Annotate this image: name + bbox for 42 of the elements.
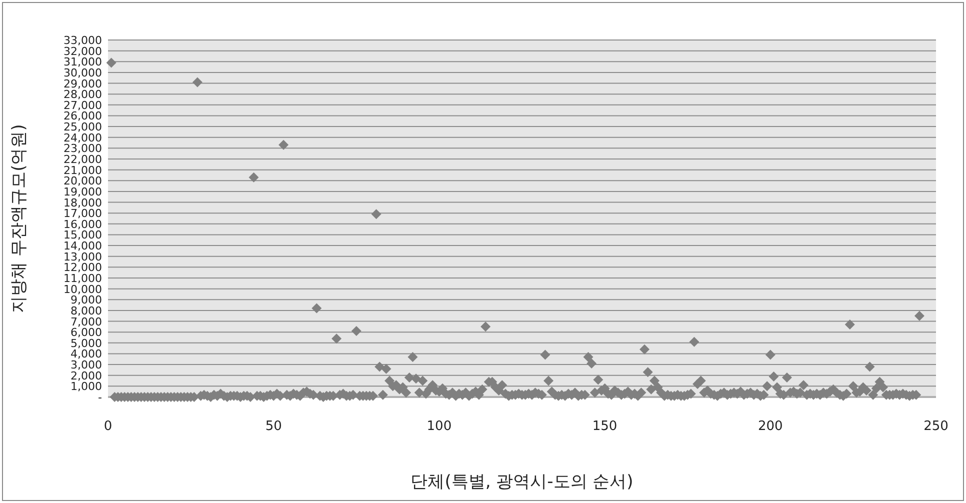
y-tick-label: 16,000 <box>64 218 102 231</box>
x-tick-label: 250 <box>924 419 948 434</box>
y-tick-label: 8,000 <box>70 304 102 318</box>
y-tick-label: 26,000 <box>64 110 102 123</box>
y-tick-label: 19,000 <box>64 185 102 198</box>
y-tick-label: 14,000 <box>64 240 102 253</box>
y-tick-label: 11,000 <box>64 272 102 285</box>
y-tick-label: 2,000 <box>70 369 102 382</box>
y-tick-label: 1,000 <box>70 380 102 394</box>
y-tick-label: 18,000 <box>64 196 102 210</box>
y-tick-label: 31,000 <box>64 56 102 69</box>
y-tick-label: 23,000 <box>64 142 102 156</box>
y-tick-label: 7,000 <box>70 315 102 328</box>
y-tick-label: 12,000 <box>64 261 102 274</box>
x-tick-label: 0 <box>104 419 112 434</box>
y-tick-label: 3,000 <box>70 358 102 372</box>
y-tick-label: 4,000 <box>70 348 102 361</box>
y-axis-title: 지방채 무잔액규모(억원) <box>9 124 29 313</box>
y-tick-label: 21,000 <box>64 164 102 177</box>
x-tick-label: 200 <box>758 419 783 434</box>
y-tick-label: 33,000 <box>64 34 102 47</box>
y-tick-label: - <box>98 391 102 404</box>
y-tick-label: 22,000 <box>64 153 102 166</box>
y-tick-label: 20,000 <box>64 174 102 188</box>
x-tick-label: 50 <box>265 419 282 434</box>
y-tick-label: 5,000 <box>70 336 102 350</box>
y-tick-label: 29,000 <box>64 77 102 90</box>
y-tick-label: 9,000 <box>70 294 102 307</box>
x-tick-label: 100 <box>426 419 452 434</box>
x-tick-label: 150 <box>592 419 618 434</box>
y-tick-label: 15,000 <box>64 228 102 242</box>
y-tick-label: 6,000 <box>70 326 102 340</box>
y-tick-label: 30,000 <box>64 66 102 80</box>
y-tick-label: 27,000 <box>64 98 102 112</box>
y-tick-label: 17,000 <box>64 207 102 220</box>
y-tick-label: 10,000 <box>64 282 102 296</box>
y-tick-label: 13,000 <box>64 250 102 264</box>
y-tick-label: 28,000 <box>64 88 102 102</box>
x-axis-title: 단체(특별, 광역시-도의 순서) <box>410 472 634 492</box>
y-tick-label: 32,000 <box>64 44 102 58</box>
y-tick-label: 24,000 <box>64 131 102 144</box>
y-tick-label: 25,000 <box>64 120 102 134</box>
